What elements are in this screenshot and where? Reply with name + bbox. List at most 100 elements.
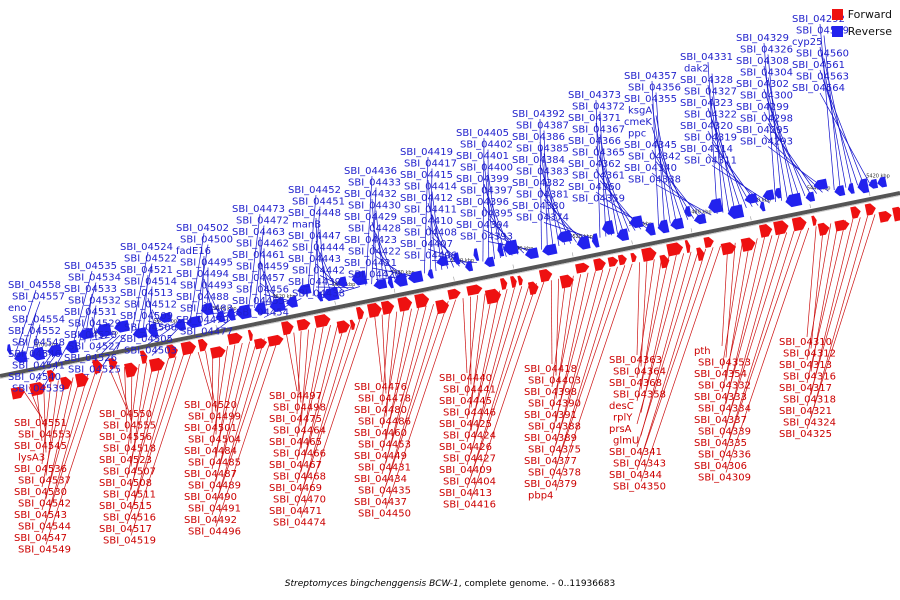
reverse-gene-label: SBI_04459: [236, 262, 289, 273]
caption-suffix: , complete genome. - 0..11936683: [458, 579, 616, 589]
forward-gene-arrow: [811, 215, 817, 226]
leader-line: [651, 80, 659, 226]
ruler-tick-label: 5700 kbp: [35, 342, 59, 348]
forward-gene-label: SBI_04353: [698, 358, 751, 369]
forward-gene-label: prsA: [609, 424, 632, 435]
reverse-gene-label: SBI_04292: [792, 14, 845, 25]
forward-gene-label: SBI_04501: [184, 423, 237, 434]
forward-gene-label: SBI_04441: [443, 385, 496, 396]
map-caption: Streptomyces bingchenggensis BCW-1, comp…: [0, 579, 900, 589]
ruler-tick-label: 5640 kbp: [213, 306, 237, 312]
reverse-gene-label: SBI_04374: [516, 213, 569, 224]
leader-line: [296, 319, 361, 507]
leader-line: [767, 100, 806, 197]
forward-swatch: [831, 9, 843, 20]
reverse-gene-label: SBI_04365: [572, 148, 625, 159]
reverse-gene-label: SBI_04548: [12, 338, 65, 349]
reverse-gene-label: SBI_04430: [348, 201, 401, 212]
reverse-gene-label: SBI_04535: [64, 261, 117, 272]
forward-gene-label: SBI_04492: [184, 515, 237, 526]
forward-gene-label: SBI_04470: [273, 495, 326, 506]
reverse-gene-label: SBI_04393: [460, 232, 513, 243]
forward-gene-arrow: [517, 275, 523, 286]
forward-gene-label: SBI_04364: [613, 367, 666, 378]
leader-line: [254, 225, 265, 308]
forward-gene-label: SBI_04390: [528, 399, 581, 410]
reverse-gene-label: SBI_04443: [288, 254, 341, 265]
leader-line: [466, 286, 523, 466]
leader-line: [300, 323, 339, 472]
leader-line: [819, 23, 835, 191]
leader-line: [147, 323, 179, 345]
reverse-swatch: [831, 26, 843, 37]
forward-gene-arrow: [397, 296, 413, 312]
forward-gene-label: SBI_04413: [439, 488, 492, 499]
leader-line: [21, 387, 43, 419]
leader-line: [137, 263, 153, 332]
axis-line: [0, 191, 900, 378]
forward-gene-arrow: [607, 256, 619, 268]
forward-gene-label: SBI_04486: [358, 417, 411, 428]
forward-gene-arrow: [281, 321, 294, 336]
reverse-gene-label: SBI_04407: [400, 239, 453, 250]
leader-line: [806, 214, 876, 430]
forward-gene-arrow: [850, 206, 861, 219]
leader-line: [300, 317, 368, 518]
forward-gene-arrow: [791, 216, 807, 232]
leader-line: [427, 179, 437, 272]
reverse-gene-arrow: [774, 187, 782, 199]
leader-line: [763, 111, 812, 195]
reverse-gene-label: SBI_04533: [64, 284, 117, 295]
forward-gene-label: SBI_04379: [524, 479, 577, 490]
leader-line: [147, 320, 167, 327]
forward-gene-label: SBI_04490: [184, 492, 237, 503]
forward-gene-label: SBI_04542: [18, 499, 71, 510]
reverse-gene-label: SBI_04541: [12, 361, 65, 372]
reverse-gene-arrow: [813, 178, 828, 190]
reverse-gene-label: ksgA: [628, 106, 652, 117]
leader-line: [211, 342, 243, 470]
leader-line: [810, 224, 824, 349]
reverse-gene-label: SBI_04320: [680, 121, 733, 132]
reverse-gene-label: SBI_04503: [124, 346, 177, 357]
reverse-gene-label: SBI_04525: [68, 365, 121, 376]
reverse-gene-label: SBI_04414: [404, 182, 457, 193]
forward-gene-label: SBI_04465: [269, 437, 322, 448]
reverse-gene-label: SBI_04442: [292, 266, 345, 277]
reverse-gene-label: SBI_04329: [736, 33, 789, 44]
reverse-gene-label: SBI_04527: [68, 342, 121, 353]
reverse-gene-arrow: [759, 201, 766, 212]
forward-gene-arrow: [527, 281, 539, 296]
reverse-gene-arrow: [393, 272, 408, 287]
forward-gene-arrow: [435, 299, 450, 315]
reverse-gene-label: SBI_04371: [568, 113, 621, 124]
leader-line: [124, 366, 128, 433]
leader-line: [263, 248, 267, 306]
leader-line: [195, 244, 209, 320]
forward-gene-label: SBI_04426: [439, 442, 492, 453]
forward-gene-arrow: [538, 268, 553, 283]
reverse-gene-label: SBI_04304: [740, 68, 793, 79]
leader-line: [599, 134, 618, 235]
reverse-gene-label: cmeK: [624, 117, 652, 128]
leader-line: [539, 141, 554, 248]
reverse-gene-arrow: [834, 185, 846, 197]
reverse-gene-label: SBI_04522: [124, 254, 177, 265]
forward-gene-label: pbp4: [528, 491, 553, 502]
reverse-gene-label: SBI_04557: [12, 292, 65, 303]
ruler-tick: [512, 264, 514, 269]
legend: Forward Reverse: [831, 6, 892, 40]
forward-gene-arrow: [641, 247, 657, 262]
leader-line: [655, 161, 700, 218]
reverse-gene-arrow: [78, 327, 94, 340]
leader-line: [431, 191, 443, 270]
reverse-gene-arrow: [629, 215, 644, 229]
reverse-gene-label: SBI_04483: [180, 304, 233, 315]
leader-line: [381, 301, 449, 498]
ruler-tick-label: 5480 kbp: [688, 210, 712, 216]
reverse-gene-label: SBI_04387: [516, 121, 569, 132]
leader-line: [806, 217, 861, 407]
leader-line: [767, 123, 817, 194]
reverse-gene-label: SBI_04311: [684, 156, 737, 167]
leader-line: [300, 329, 309, 426]
